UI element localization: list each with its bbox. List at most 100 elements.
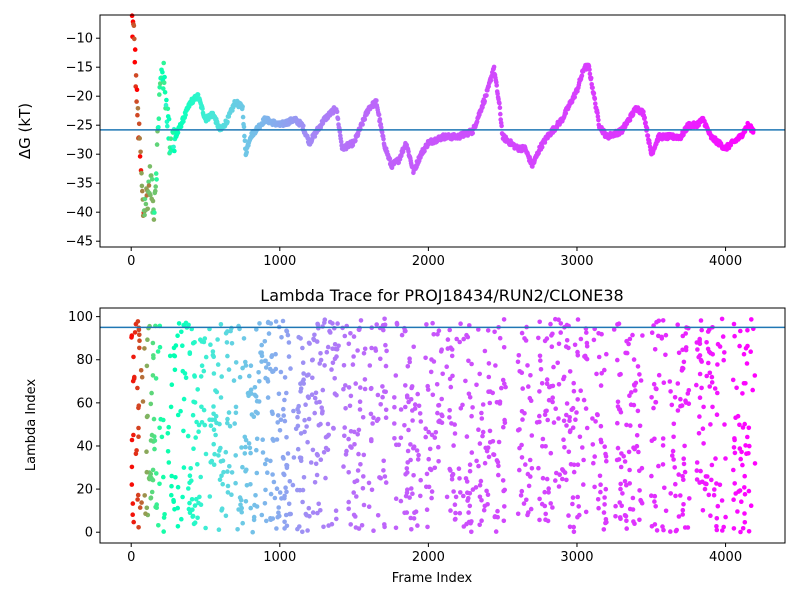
- lambda-point: [683, 347, 689, 353]
- lambda-point: [604, 458, 609, 464]
- dg-point: [579, 73, 585, 78]
- lambda-point: [282, 519, 287, 525]
- lambda-point: [671, 421, 677, 427]
- lambda-point: [543, 517, 548, 522]
- lambda-point: [529, 433, 535, 438]
- lambda-point: [449, 347, 455, 352]
- lambda-point: [537, 413, 542, 419]
- lambda-point: [675, 322, 680, 328]
- lambda-point: [362, 377, 368, 382]
- lambda-point: [435, 410, 440, 416]
- lambda-point: [453, 494, 459, 500]
- lambda-point: [198, 474, 203, 480]
- lambda-point: [452, 502, 458, 508]
- lambda-point: [537, 419, 542, 425]
- lambda-point: [575, 462, 581, 468]
- lambda-point: [447, 376, 453, 382]
- lambda-point: [201, 368, 207, 374]
- lambda-point: [415, 457, 421, 462]
- dg-point: [470, 130, 476, 136]
- lambda-point: [157, 481, 162, 487]
- lambda-point: [149, 432, 155, 438]
- lambda-point: [303, 402, 308, 408]
- lambda-point: [486, 361, 492, 366]
- lambda-point: [260, 437, 266, 443]
- lambda-point: [187, 510, 193, 515]
- lambda-point: [592, 454, 597, 459]
- lambda-point: [320, 387, 326, 393]
- lambda-point: [615, 404, 621, 409]
- lambda-point: [561, 437, 566, 443]
- lambda-point: [560, 476, 565, 482]
- lambda-point: [478, 478, 484, 484]
- lambda-point: [346, 499, 352, 505]
- lambda-y-tick-label: 80: [76, 353, 93, 368]
- lambda-point: [652, 436, 657, 442]
- lambda-point: [602, 367, 607, 373]
- lambda-point: [467, 491, 473, 496]
- lambda-point: [404, 490, 410, 496]
- lambda-point: [131, 432, 136, 438]
- lambda-point: [398, 498, 404, 504]
- lambda-point: [737, 446, 743, 451]
- lambda-point: [668, 529, 673, 534]
- lambda-point: [343, 383, 348, 388]
- dg-point: [587, 71, 593, 77]
- lambda-point: [551, 364, 556, 370]
- lambda-point: [708, 422, 713, 427]
- lambda-panel: Lambda Trace for PROJ18434/RUN2/CLONE38 …: [24, 286, 786, 586]
- lambda-point: [482, 503, 488, 509]
- lambda-point: [189, 478, 194, 484]
- lambda-point: [477, 483, 483, 488]
- lambda-point: [637, 517, 642, 523]
- lambda-point: [694, 460, 700, 465]
- dg-point: [133, 73, 139, 78]
- lambda-point: [280, 318, 286, 324]
- lambda-point: [213, 388, 218, 393]
- lambda-point: [225, 483, 231, 489]
- lambda-point: [136, 403, 142, 409]
- lambda-point: [145, 337, 150, 343]
- lambda-point: [556, 416, 561, 421]
- lambda-point: [526, 384, 531, 389]
- lambda-point: [685, 525, 691, 530]
- lambda-point: [266, 361, 271, 367]
- lambda-point: [734, 385, 739, 391]
- lambda-point: [501, 317, 507, 322]
- lambda-point: [344, 448, 349, 454]
- lambda-point: [307, 341, 312, 346]
- lambda-point: [584, 330, 589, 335]
- lambda-point: [346, 470, 352, 475]
- lambda-point: [254, 504, 260, 509]
- lambda-point: [611, 327, 617, 332]
- lambda-point: [499, 385, 504, 391]
- lambda-point: [237, 374, 243, 380]
- lambda-point: [353, 381, 359, 386]
- lambda-point: [749, 317, 754, 322]
- lambda-point: [357, 399, 363, 405]
- lambda-point: [179, 329, 184, 335]
- lambda-point: [256, 370, 261, 375]
- lambda-point: [683, 331, 688, 336]
- lambda-point: [336, 343, 341, 349]
- lambda-point: [295, 446, 301, 452]
- lambda-point: [355, 468, 361, 473]
- lambda-point: [244, 483, 250, 488]
- lambda-point: [480, 402, 486, 407]
- lambda-point: [319, 411, 325, 416]
- lambda-point: [538, 358, 543, 363]
- lambda-point: [210, 349, 216, 354]
- lambda-point: [225, 469, 230, 474]
- lambda-point: [447, 415, 452, 420]
- lambda-point: [418, 493, 423, 499]
- dg-point: [135, 112, 140, 118]
- lambda-point: [544, 377, 550, 382]
- dg-point: [590, 85, 595, 91]
- dg-point: [338, 139, 344, 145]
- lambda-point: [246, 393, 251, 399]
- lambda-point: [676, 514, 682, 519]
- lambda-point: [580, 445, 585, 450]
- lambda-point: [493, 529, 499, 534]
- lambda-point: [597, 473, 603, 479]
- lambda-point: [519, 409, 525, 414]
